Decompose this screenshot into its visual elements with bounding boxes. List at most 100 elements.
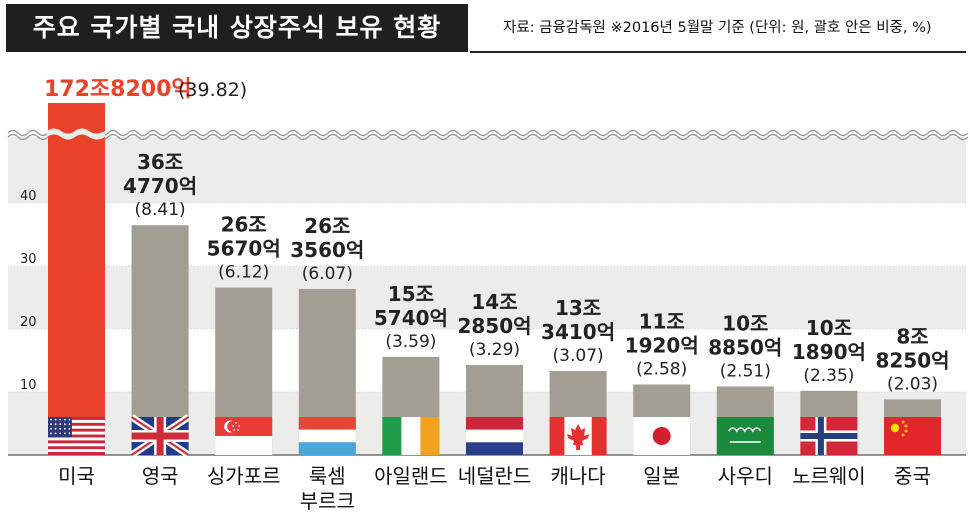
data-label-share: (3.29) [469,340,520,360]
data-label-share: (39.82) [178,79,247,101]
data-label-share: (2.35) [803,366,854,386]
flag-star [237,429,240,431]
x-tick-label: 미국 [58,464,95,488]
data-label-amount: 36조 [137,150,183,174]
data-label-amount: 2850억 [457,314,531,338]
flag-star [68,423,71,426]
data-label-amount: 1890억 [792,340,866,364]
norway-flag [800,417,858,455]
title-rule [470,51,966,53]
chart-title: 주요 국가별 국내 상장주식 보유 현황 [6,4,468,52]
flag-maple-leaf [567,424,590,450]
data-label-share: (3.07) [553,346,604,366]
flag-star [901,433,905,437]
data-label-amount: 172조8200억 [44,77,192,102]
y-tick-label: 30 [20,252,37,267]
y-tick-label: 20 [20,315,37,330]
flag-script [728,427,762,433]
data-label-share: (6.12) [218,263,269,283]
flag-star [50,432,52,435]
us-flag [48,417,105,456]
x-tick-label: 사우디 [718,464,773,488]
bar [131,225,189,455]
flag-star [59,427,62,430]
x-tick-label: 일본 [643,464,680,488]
data-label-amount: 26조 [221,213,267,237]
x-tick-label: 중국 [894,464,931,488]
background-band [8,140,966,203]
data-label-amount: 13조 [555,296,601,320]
flag-star [54,423,57,426]
netherlands-flag [466,417,523,455]
data-label-share: (2.58) [636,359,687,379]
x-tick-label: 아일랜드 [374,464,448,488]
x-tick-label: 네덜란드 [458,464,532,488]
saudi-arabia-flag [716,417,774,455]
china-flag [884,417,941,455]
data-label-amount: 8조 [896,324,928,348]
flag-star [63,423,66,426]
flag-star [59,423,62,426]
x-tick-label: 싱가포르 [207,464,281,488]
ireland-flag [382,417,440,455]
source-note: 자료: 금융감독원 ※2016년 5월말 기준 (단위: 원, 괄호 안은 비중… [503,20,932,36]
luxembourg-flag [298,417,356,455]
x-tick-label: 노르웨이 [792,464,866,488]
flag-sun [652,427,671,445]
y-tick-label: 40 [20,189,37,204]
data-label-share: (3.59) [385,332,436,352]
data-label-share: (2.03) [887,374,938,394]
flag-star [50,427,52,430]
data-label-amount: 4770억 [123,174,197,198]
flag-star [54,418,57,421]
bar-break-gap [47,128,105,140]
data-label-amount: 10조 [722,311,768,335]
data-label-share: (2.51) [720,361,771,381]
x-tick-label: 부르크 [300,489,355,513]
singapore-flag [215,417,273,455]
flag-star [238,425,241,427]
flag-star [54,427,57,430]
flag-star [901,420,905,424]
data-label-amount: 5670억 [207,237,281,261]
flag-star [63,418,66,421]
uk-flag [129,414,191,458]
japan-flag [633,417,691,455]
flag-star [63,432,66,435]
data-label-amount: 3560억 [290,238,364,262]
flag-star [50,423,52,426]
data-label-amount: 26조 [304,214,350,238]
data-label-share: (8.41) [135,200,186,220]
data-label-amount: 10조 [806,316,852,340]
axis-break-line [7,133,969,141]
data-label-amount: 14조 [471,290,517,314]
axis-break-line [7,129,969,137]
data-label-amount: 1920억 [625,333,699,357]
flag-star [50,418,52,421]
x-tick-label: 룩셈 [309,464,346,488]
flag-star [63,427,66,430]
flag-star [904,424,908,428]
data-label-amount: 15조 [388,282,434,306]
x-tick-label: 캐나다 [550,464,605,488]
flag-star [68,418,71,421]
flag-star [59,432,62,435]
flag-star [890,423,900,433]
flag-star [54,432,57,435]
flag-star [59,418,62,421]
flag-star [904,429,908,433]
flag-star [68,427,71,430]
flag-star [68,432,71,435]
data-label-amount: 8850억 [708,335,782,359]
data-label-amount: 8250억 [875,348,949,372]
flag-star [232,425,235,427]
data-label-share: (6.07) [302,264,353,284]
data-label-amount: 11조 [639,309,685,333]
flag-star [235,422,238,424]
data-label-amount: 5740억 [374,306,448,330]
bar [48,103,105,455]
canada-flag [549,417,607,455]
x-tick-label: 영국 [142,464,179,488]
y-tick-label: 10 [20,378,37,393]
